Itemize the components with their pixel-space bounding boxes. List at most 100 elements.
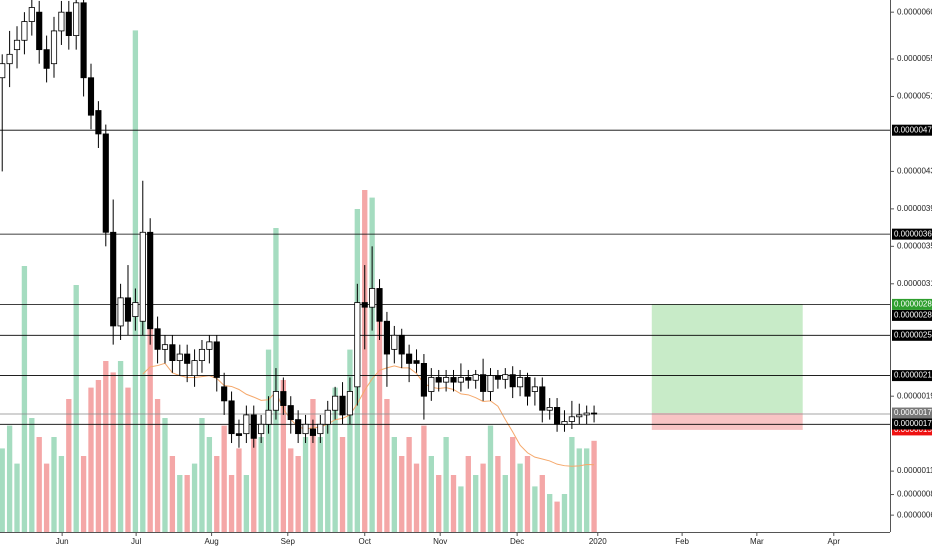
candle-body [576, 414, 583, 418]
volume-bar [154, 399, 161, 532]
volume-bar [362, 190, 368, 532]
candle-body [487, 375, 494, 392]
candle-body [243, 414, 250, 435]
volume-bar [162, 418, 168, 532]
volume-bar [228, 475, 235, 532]
candle-body [36, 11, 43, 51]
y-tick-label: 0.00000310 [897, 279, 932, 288]
x-tick-label: 2020 [589, 537, 607, 546]
candle-body [531, 386, 538, 392]
volume-bar [554, 501, 560, 532]
y-tick-label: 0.00000510 [897, 92, 932, 101]
volume-bar [169, 456, 176, 532]
candle-body [546, 407, 553, 411]
volume-bar [569, 437, 575, 532]
candle-body [184, 353, 191, 364]
candle-body [280, 391, 287, 406]
volume-bar [288, 448, 294, 532]
volume-bar [236, 448, 242, 532]
volume-bar [214, 456, 220, 532]
volume-ma [142, 362, 595, 467]
candle-body [591, 412, 598, 415]
price-tag [892, 329, 932, 341]
volume-bar [88, 387, 94, 532]
x-tick-label: Oct [359, 537, 372, 546]
candle-body [354, 302, 361, 388]
candle-body [457, 377, 464, 383]
volume-bar [243, 475, 250, 532]
candle-body [154, 328, 161, 350]
volume-bar [58, 456, 65, 532]
volume-bar [221, 425, 227, 532]
candle-body [124, 297, 132, 322]
volume-bar [184, 475, 190, 532]
candle-body [480, 374, 487, 392]
price-tag [892, 309, 932, 321]
volume-bar [369, 197, 375, 532]
volume-bar [332, 387, 338, 532]
candle-body [502, 374, 509, 380]
candle-body [28, 7, 35, 22]
candle-body [406, 353, 413, 364]
volume-bar [14, 463, 20, 532]
candle-body [228, 400, 235, 435]
y-tick-label: 0.00000190 [897, 391, 932, 400]
volume-bar [310, 399, 316, 532]
y-tick-label: 0.00000350 [897, 241, 932, 250]
volume-bar [443, 437, 449, 532]
volume-bar [413, 463, 420, 532]
volume-bar [43, 463, 50, 532]
volume-bar [458, 486, 464, 532]
candle-body [287, 405, 294, 421]
candle-body [0, 63, 6, 79]
x-tick-label: Apr [828, 537, 841, 546]
price-tag-label: 0.00000212 [894, 371, 932, 380]
volume-bar [140, 247, 146, 532]
volume-bar [428, 456, 434, 532]
volume-bar [95, 380, 102, 532]
volume-bar [473, 475, 479, 532]
price-tag-label: 0.00000171 [894, 419, 932, 428]
candle-body [272, 391, 280, 411]
candle-body [87, 77, 95, 116]
volume-bar [450, 475, 457, 532]
candle-body [65, 11, 72, 36]
candle-body [494, 375, 501, 380]
candle-body [517, 377, 524, 388]
volume-bar [510, 437, 516, 532]
candle-body [176, 353, 183, 361]
candle-body [221, 386, 228, 402]
volume-bar [421, 425, 427, 532]
volume-bar [517, 463, 523, 532]
y-tick-label: 0.00000085 [897, 490, 932, 499]
price-tag [892, 418, 932, 430]
volume-bar [576, 448, 582, 532]
volume-bar [280, 380, 287, 532]
candle-body [561, 421, 568, 425]
volume-bar [406, 437, 412, 532]
x-tick-label: Nov [433, 537, 447, 546]
candle-body [472, 374, 479, 381]
x-tick-label: Aug [204, 537, 218, 546]
volume-bar [36, 437, 42, 532]
price-tag-label: 0.00000288 [894, 300, 932, 309]
volume-bar [325, 418, 331, 532]
x-tick-label: Jun [56, 537, 69, 546]
candle-body [102, 133, 109, 233]
candle-body [169, 344, 176, 361]
x-tick-label: Sep [281, 537, 296, 546]
candle-body [317, 423, 324, 435]
volume-bar [532, 486, 538, 532]
candle-body [21, 21, 28, 41]
candle-body [361, 302, 368, 308]
x-tick-label: Feb [675, 537, 689, 546]
volume-bar [199, 418, 205, 532]
candle-body [191, 360, 198, 376]
candle-body [198, 348, 206, 361]
candle-body [95, 110, 102, 135]
candle-body [265, 409, 272, 425]
volume-bar [251, 418, 257, 532]
candle-body [539, 386, 546, 411]
candle-body [117, 297, 124, 327]
